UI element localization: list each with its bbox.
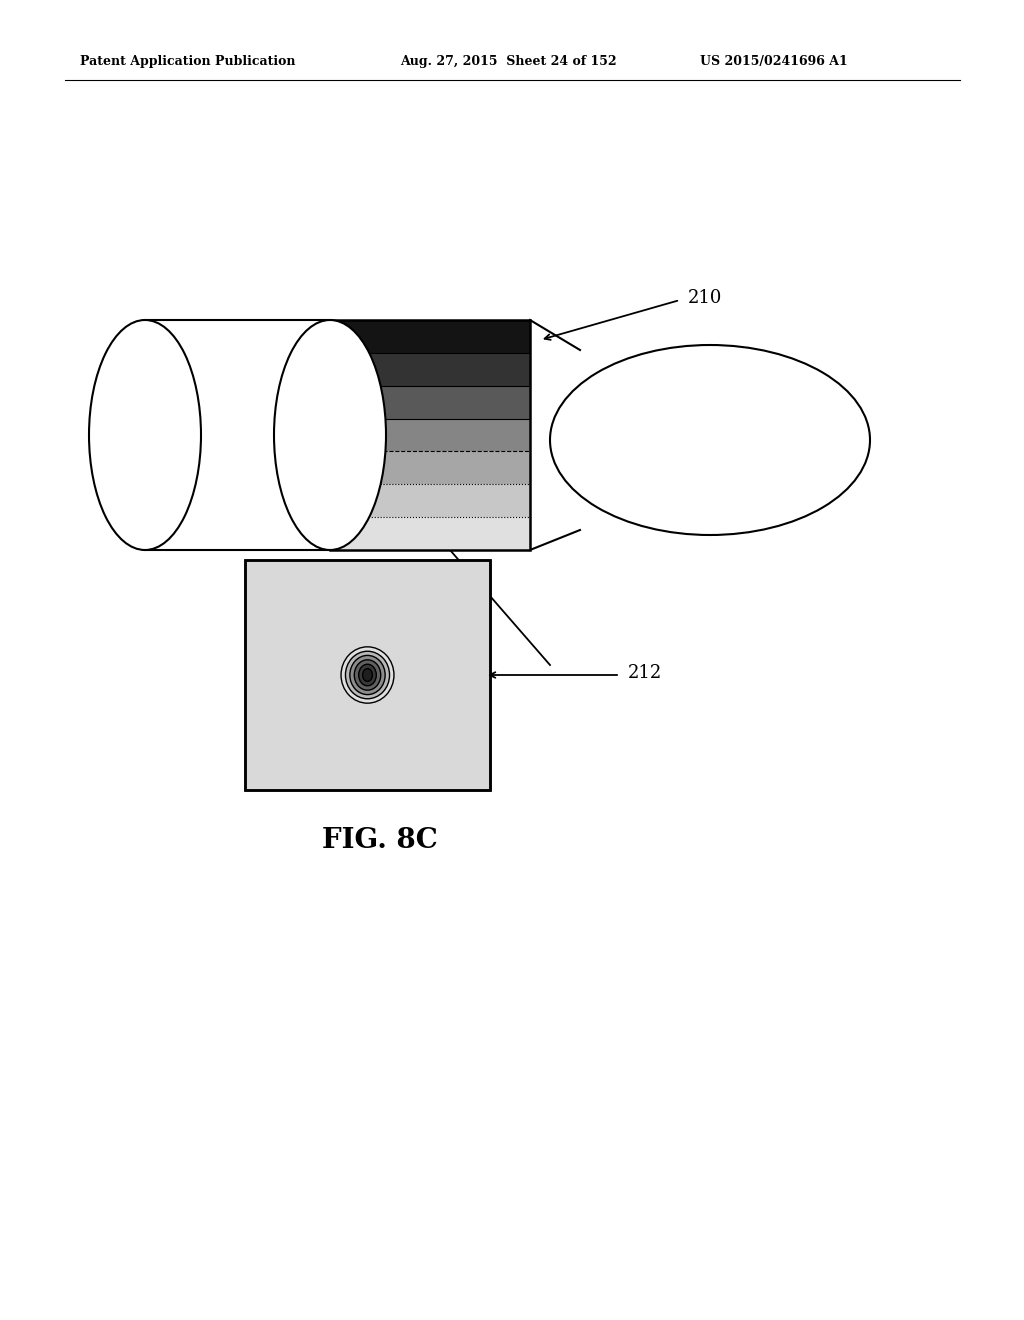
Ellipse shape: [362, 669, 373, 681]
Text: FIG. 8C: FIG. 8C: [323, 826, 438, 854]
Text: Patent Application Publication: Patent Application Publication: [80, 55, 296, 69]
Text: 210: 210: [688, 289, 722, 308]
Text: US 2015/0241696 A1: US 2015/0241696 A1: [700, 55, 848, 69]
Bar: [330, 319, 530, 550]
Ellipse shape: [274, 319, 386, 550]
Ellipse shape: [550, 345, 870, 535]
Ellipse shape: [354, 660, 381, 690]
Ellipse shape: [350, 656, 385, 694]
Bar: [330, 418, 530, 451]
Bar: [245, 560, 490, 789]
Ellipse shape: [89, 319, 201, 550]
Bar: [330, 352, 530, 385]
Bar: [330, 517, 530, 550]
Bar: [245, 560, 490, 789]
Ellipse shape: [341, 647, 394, 704]
Ellipse shape: [358, 664, 377, 686]
Bar: [330, 385, 530, 418]
Bar: [330, 451, 530, 484]
Bar: [330, 484, 530, 517]
Text: 212: 212: [628, 664, 663, 682]
Text: Aug. 27, 2015  Sheet 24 of 152: Aug. 27, 2015 Sheet 24 of 152: [400, 55, 616, 69]
Ellipse shape: [345, 651, 389, 698]
Bar: [330, 319, 530, 352]
